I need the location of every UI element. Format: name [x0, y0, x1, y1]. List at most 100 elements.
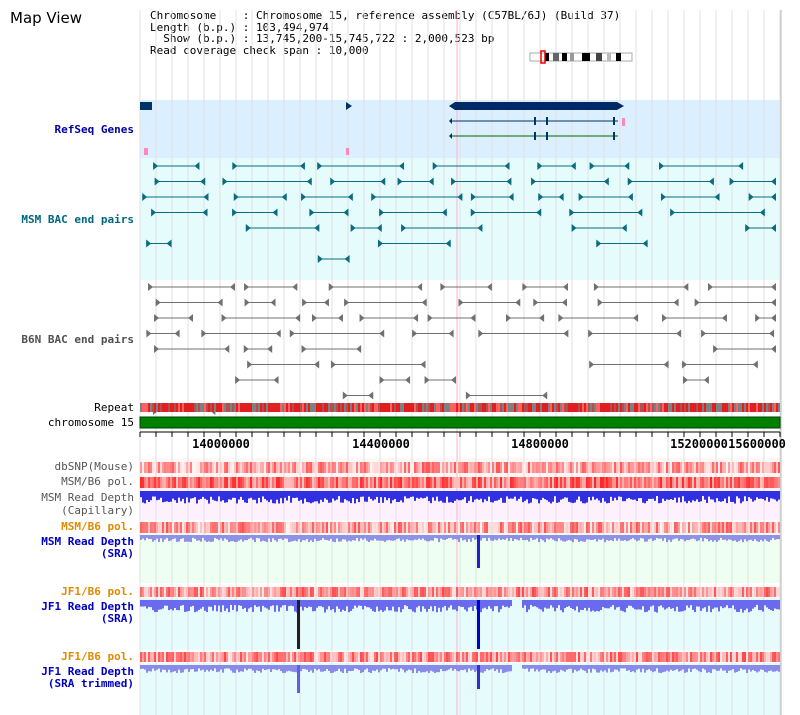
depth-bar	[386, 665, 388, 672]
heat-strip-cell	[460, 587, 462, 597]
heat-strip-cell	[218, 462, 220, 473]
heat-strip-cell	[722, 462, 724, 473]
heat-strip-cell	[630, 462, 632, 473]
heat-strip-cell	[730, 462, 732, 473]
repeat-segment	[660, 403, 662, 412]
heat-strip-cell	[490, 462, 492, 473]
heat-strip-cell	[310, 587, 312, 597]
heat-strip-cell	[284, 477, 286, 488]
depth-bar	[332, 491, 334, 499]
depth-bar	[380, 491, 382, 498]
depth-bar	[470, 491, 472, 497]
repeat-segment	[562, 403, 564, 412]
depth-bar	[664, 665, 666, 672]
heat-strip-cell	[520, 652, 522, 662]
depth-bar	[420, 491, 422, 498]
heat-strip-cell	[726, 652, 728, 662]
heat-strip-cell	[712, 652, 714, 662]
b6n-bac-pair-end	[683, 283, 689, 291]
track-label-refseq[interactable]: RefSeq Genes	[54, 123, 134, 136]
depth-bar	[610, 491, 612, 497]
depth-bar	[294, 535, 296, 541]
repeat-segment	[508, 403, 510, 412]
heat-strip-cell	[214, 462, 216, 473]
depth-bar	[424, 535, 426, 541]
depth-bar	[198, 600, 200, 610]
heat-strip-cell	[262, 477, 264, 488]
heat-strip-cell	[294, 477, 296, 488]
heat-strip-cell	[710, 477, 712, 488]
repeat-segment	[256, 403, 258, 412]
depth-bar	[370, 665, 372, 674]
depth-bar	[436, 491, 438, 497]
msm-bac-pair-end	[571, 224, 577, 232]
depth-bar	[378, 491, 380, 503]
heat-strip-cell	[192, 477, 194, 488]
heat-strip-cell	[670, 477, 672, 488]
depth-bar	[492, 600, 494, 612]
heat-strip-cell	[562, 652, 564, 662]
depth-bar	[362, 491, 364, 497]
heat-strip-cell	[334, 522, 336, 533]
heat-strip-cell	[700, 587, 702, 597]
heat-strip-cell	[696, 462, 698, 473]
depth-bar	[720, 491, 722, 502]
track-label-b6n-bac[interactable]: B6N BAC end pairs	[21, 333, 134, 346]
heat-strip-cell	[456, 522, 458, 533]
repeat-segment	[472, 403, 474, 412]
depth-bar	[460, 665, 462, 671]
depth-bar	[566, 491, 568, 498]
heat-strip-cell	[776, 587, 778, 597]
depth-bar	[418, 535, 420, 539]
heat-strip-cell	[156, 587, 158, 597]
heat-strip-cell	[480, 652, 482, 662]
heat-strip-cell	[600, 652, 602, 662]
heat-strip-cell	[664, 652, 666, 662]
depth-bar	[568, 600, 570, 607]
depth-bar	[756, 535, 758, 542]
heat-strip-cell	[396, 477, 398, 488]
heat-strip-cell	[154, 462, 156, 473]
msm-bac-pair-end	[748, 193, 754, 201]
heat-strip-cell	[352, 462, 354, 473]
depth-bar	[670, 535, 672, 542]
heat-strip-cell	[754, 652, 756, 662]
track-label-msm-bac[interactable]: MSM BAC end pairs	[21, 213, 134, 226]
heat-strip-cell	[464, 522, 466, 533]
heat-strip-cell	[640, 652, 642, 662]
heat-strip-cell	[716, 587, 718, 597]
depth-bar	[272, 491, 274, 504]
depth-bar	[538, 535, 540, 543]
msm-bac-pair-end	[317, 162, 323, 170]
depth-bar	[618, 600, 620, 607]
heat-strip-cell	[580, 522, 582, 533]
depth-bar	[694, 600, 696, 613]
depth-bar	[644, 491, 646, 504]
depth-bar	[192, 600, 194, 606]
heat-strip-cell	[438, 522, 440, 533]
depth-bar	[654, 600, 656, 612]
depth-bar	[162, 600, 164, 609]
depth-bar	[278, 600, 280, 612]
heat-strip-cell	[584, 652, 586, 662]
heat-strip-cell	[370, 587, 372, 597]
repeat-segment	[378, 403, 380, 412]
heat-strip-cell	[326, 652, 328, 662]
depth-bar	[482, 600, 484, 609]
heat-strip-cell	[484, 477, 486, 488]
depth-bar	[660, 535, 662, 539]
heat-strip-cell	[446, 522, 448, 533]
depth-bar	[148, 600, 150, 607]
depth-bar	[422, 665, 424, 673]
heat-strip-cell	[636, 652, 638, 662]
depth-bar	[560, 535, 562, 541]
heat-strip-cell	[662, 652, 664, 662]
heat-strip-cell	[678, 477, 680, 488]
depth-bar	[362, 535, 364, 540]
heat-strip-cell	[480, 462, 482, 473]
b6n-bac-pair-end	[440, 283, 446, 291]
heat-strip-cell	[306, 587, 308, 597]
repeat-segment	[560, 403, 562, 412]
heat-strip-cell	[756, 522, 758, 533]
